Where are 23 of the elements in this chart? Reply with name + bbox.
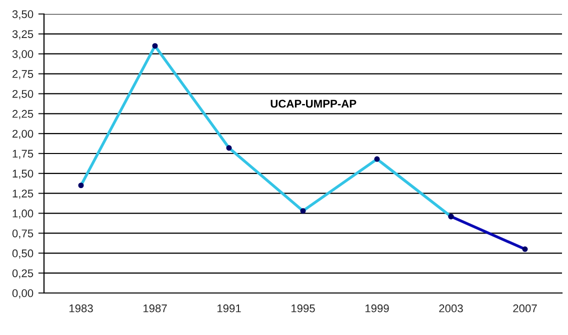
y-tick-label: 3,25: [12, 30, 34, 40]
y-tick-label: 1,25: [12, 190, 34, 199]
y-tick-label: 1,75: [12, 150, 34, 159]
y-tick-label: 2,75: [12, 70, 34, 80]
x-tick-label: 2003: [439, 304, 463, 312]
x-tick-label: 1983: [69, 304, 93, 312]
x-tick-label: 1991: [217, 304, 241, 312]
x-tick-label: 2007: [513, 304, 537, 312]
y-tick-label: 0,75: [12, 229, 34, 239]
y-tick-label: 1,50: [12, 170, 34, 179]
x-tick-label: 1987: [143, 304, 167, 312]
y-tick-label: 0,00: [12, 289, 34, 298]
x-tick-label: 1995: [291, 304, 315, 312]
text: UCAP-UMPP-AP: [270, 100, 356, 108]
y-tick-label: 2,25: [12, 110, 34, 120]
y-tick-label: 2,50: [12, 90, 34, 100]
y-tick-label: 0,50: [12, 249, 34, 259]
y-tick-label: 0,25: [12, 269, 34, 279]
y-tick-label: 3,00: [12, 50, 34, 60]
x-tick-label: 1999: [365, 304, 389, 312]
y-tick-label: 3,50: [12, 10, 34, 20]
y-tick-label: 2,00: [12, 130, 34, 140]
y-tick-label: 1,00: [12, 210, 34, 219]
